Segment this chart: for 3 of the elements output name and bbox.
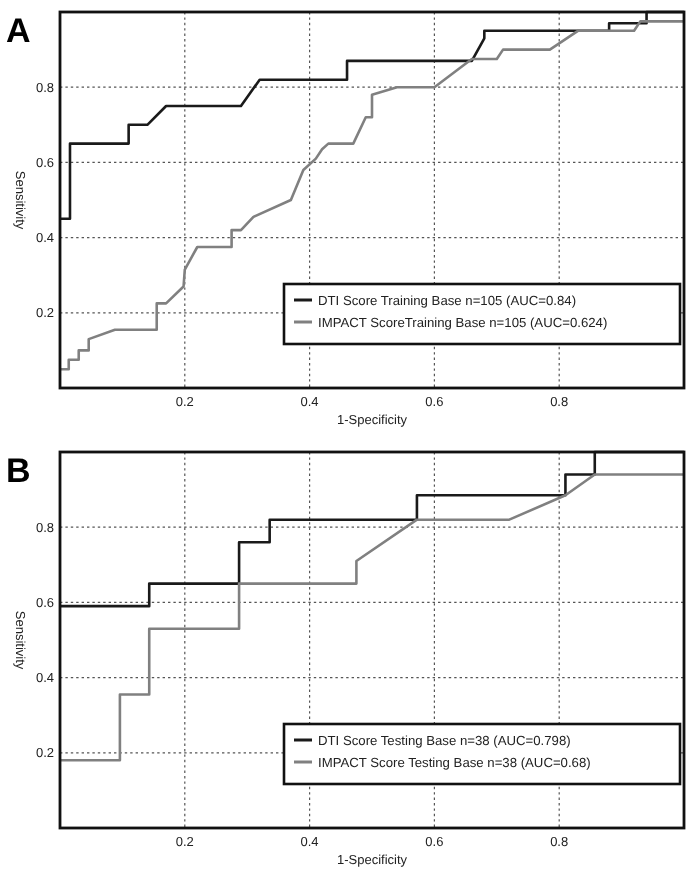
line-series — [58, 20, 686, 371]
chart-title: B — [6, 452, 31, 490]
chart-title: A — [6, 12, 31, 50]
